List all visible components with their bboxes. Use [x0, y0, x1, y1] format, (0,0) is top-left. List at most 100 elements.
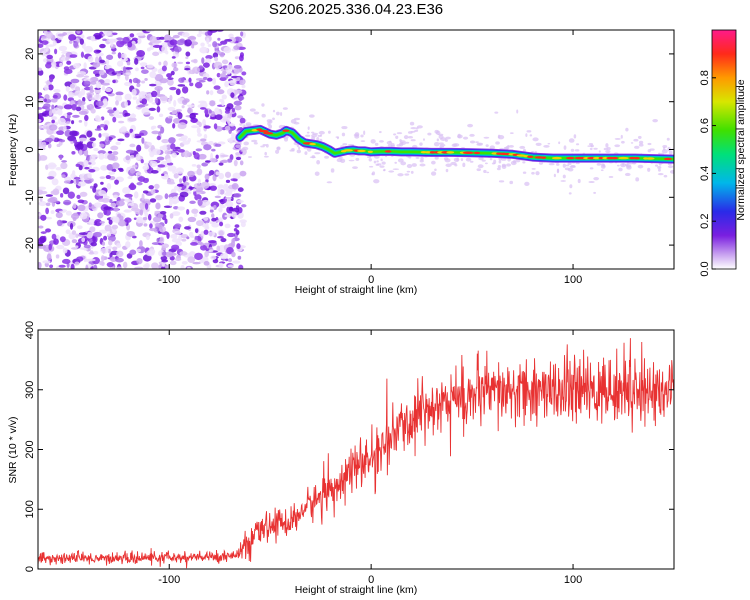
noise-blob: [47, 162, 57, 170]
noise-blob: [90, 178, 94, 182]
noise-blob: [227, 258, 233, 263]
noise-blob: [124, 81, 132, 87]
noise-blob: [179, 191, 189, 198]
halo-blob: [622, 163, 625, 166]
noise-blob: [161, 261, 166, 267]
snr-ytick-label: 200: [24, 440, 36, 458]
noise-blob: [70, 78, 80, 84]
noise-blob: [202, 119, 206, 126]
noise-blob: [38, 43, 44, 48]
noise-blob: [44, 94, 50, 100]
halo-blob: [630, 142, 634, 144]
noise-blob: [213, 204, 217, 209]
noise-blob: [211, 213, 215, 218]
noise-blob: [104, 209, 111, 216]
noise-blob: [85, 264, 89, 269]
signal-hotspot: [663, 157, 672, 161]
noise-blob: [130, 154, 135, 159]
halo-blob: [439, 145, 445, 148]
halo-blob: [310, 131, 315, 134]
noise-blob: [237, 255, 242, 260]
noise-blob: [74, 261, 80, 266]
noise-blob: [114, 71, 123, 74]
noise-blob: [156, 156, 165, 161]
noise-blob: [106, 232, 112, 237]
noise-blob: [44, 84, 49, 91]
noise-blob: [241, 84, 246, 89]
noise-blob: [159, 78, 169, 84]
noise-blob: [232, 260, 241, 264]
noise-blob: [182, 140, 191, 145]
halo-blob: [450, 161, 457, 166]
halo-blob: [568, 192, 572, 195]
halo-blob: [434, 129, 439, 134]
noise-blob: [137, 104, 146, 108]
noise-blob: [112, 246, 118, 251]
halo-blob: [239, 123, 242, 126]
halo-blob: [531, 167, 536, 170]
noise-blob: [196, 164, 201, 169]
noise-blob: [38, 189, 44, 196]
noise-blob: [237, 187, 244, 192]
noise-blob: [98, 152, 105, 160]
noise-blob: [206, 90, 210, 95]
halo-blob: [374, 142, 379, 146]
halo-blob: [628, 162, 633, 165]
noise-blob: [139, 202, 146, 210]
halo-blob: [309, 156, 316, 159]
noise-blob: [94, 218, 102, 227]
noise-blob: [146, 94, 150, 101]
noise-blob: [58, 210, 66, 213]
noise-blob: [228, 123, 236, 127]
noise-blob: [241, 71, 247, 76]
noise-blob: [39, 48, 48, 55]
noise-blob: [122, 186, 131, 194]
noise-blob: [209, 157, 217, 163]
halo-blob: [501, 163, 507, 168]
noise-blob: [111, 168, 117, 173]
noise-blob: [157, 82, 162, 85]
noise-blob: [170, 143, 176, 150]
noise-blob: [209, 116, 217, 120]
noise-blob: [115, 100, 119, 106]
noise-blob: [169, 260, 177, 266]
noise-blob: [173, 117, 181, 124]
noise-blob: [47, 143, 52, 149]
noise-blob: [116, 37, 124, 41]
noise-blob: [89, 81, 97, 85]
halo-blob: [667, 163, 672, 166]
noise-blob: [177, 112, 183, 120]
noise-blob: [118, 127, 128, 133]
noise-blob: [50, 98, 58, 103]
noise-blob: [195, 148, 203, 152]
noise-blob: [169, 39, 178, 46]
noise-blob: [239, 54, 244, 62]
noise-blob: [147, 213, 152, 221]
halo-blob: [316, 136, 320, 141]
noise-blob: [83, 78, 91, 82]
noise-blob: [63, 68, 73, 74]
noise-blob: [46, 253, 52, 261]
noise-blob: [98, 133, 102, 138]
noise-blob: [84, 119, 88, 127]
signal-hotspot: [540, 156, 547, 159]
noise-blob: [65, 56, 69, 61]
noise-blob: [114, 179, 119, 185]
noise-blob: [233, 227, 238, 232]
noise-blob: [219, 252, 229, 260]
noise-blob: [209, 100, 216, 107]
noise-blob: [219, 160, 229, 163]
noise-blob: [172, 67, 179, 72]
halo-blob: [574, 149, 580, 152]
noise-blob: [55, 254, 60, 259]
noise-blob: [87, 172, 92, 178]
noise-blob: [63, 94, 68, 101]
noise-blob: [112, 162, 120, 169]
noise-blob: [201, 57, 205, 64]
noise-blob: [197, 104, 204, 108]
noise-blob: [46, 61, 52, 65]
noise-blob: [184, 39, 192, 47]
snr-ticks: -100 0 100 0 100 200 300 400: [24, 321, 674, 586]
noise-blob: [217, 235, 224, 239]
noise-blob: [53, 88, 61, 93]
